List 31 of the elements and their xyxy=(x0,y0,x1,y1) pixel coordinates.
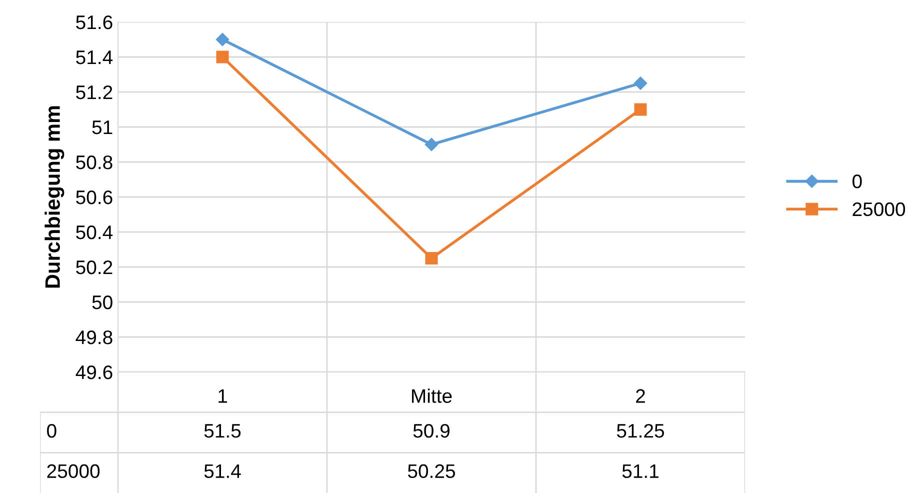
y-tick-label: 50.2 xyxy=(76,260,112,274)
x-tick-label: 2 xyxy=(636,389,645,403)
y-tick-label: 50.6 xyxy=(76,190,112,204)
text: 25000 xyxy=(47,464,100,478)
y-tick-label: 49.6 xyxy=(76,365,112,380)
y-tick-label: 51.2 xyxy=(76,85,112,100)
y-tick-label: 50 xyxy=(92,295,112,310)
data-label: 50.25 xyxy=(408,464,456,478)
x-tick-label: 1 xyxy=(218,389,227,403)
y-tick-label: 51.4 xyxy=(76,50,113,64)
y-tick-label: 51 xyxy=(92,120,112,134)
text: 0 xyxy=(47,424,56,438)
data-label: 51.4 xyxy=(204,464,241,478)
point xyxy=(424,138,438,152)
point xyxy=(634,103,647,116)
data-label: 50.9 xyxy=(413,424,450,438)
y-tick-label: 50.4 xyxy=(76,225,113,240)
legend-label: 25000 xyxy=(852,202,906,216)
legend-label: 0 xyxy=(852,174,862,188)
x-tick-label: Mitte xyxy=(412,388,452,403)
point xyxy=(216,32,230,46)
data-label: 51.1 xyxy=(622,464,658,478)
point xyxy=(425,252,438,264)
y-axis-title: Durchbiegung mm xyxy=(44,106,64,288)
y-tick-label: 49.8 xyxy=(76,330,112,344)
point xyxy=(634,76,648,90)
data-label: 51.5 xyxy=(204,424,241,438)
point xyxy=(216,50,229,64)
y-tick-label: 51.6 xyxy=(76,15,112,30)
y-tick-label: 50.8 xyxy=(76,155,112,170)
data-label: 51.25 xyxy=(616,424,664,438)
